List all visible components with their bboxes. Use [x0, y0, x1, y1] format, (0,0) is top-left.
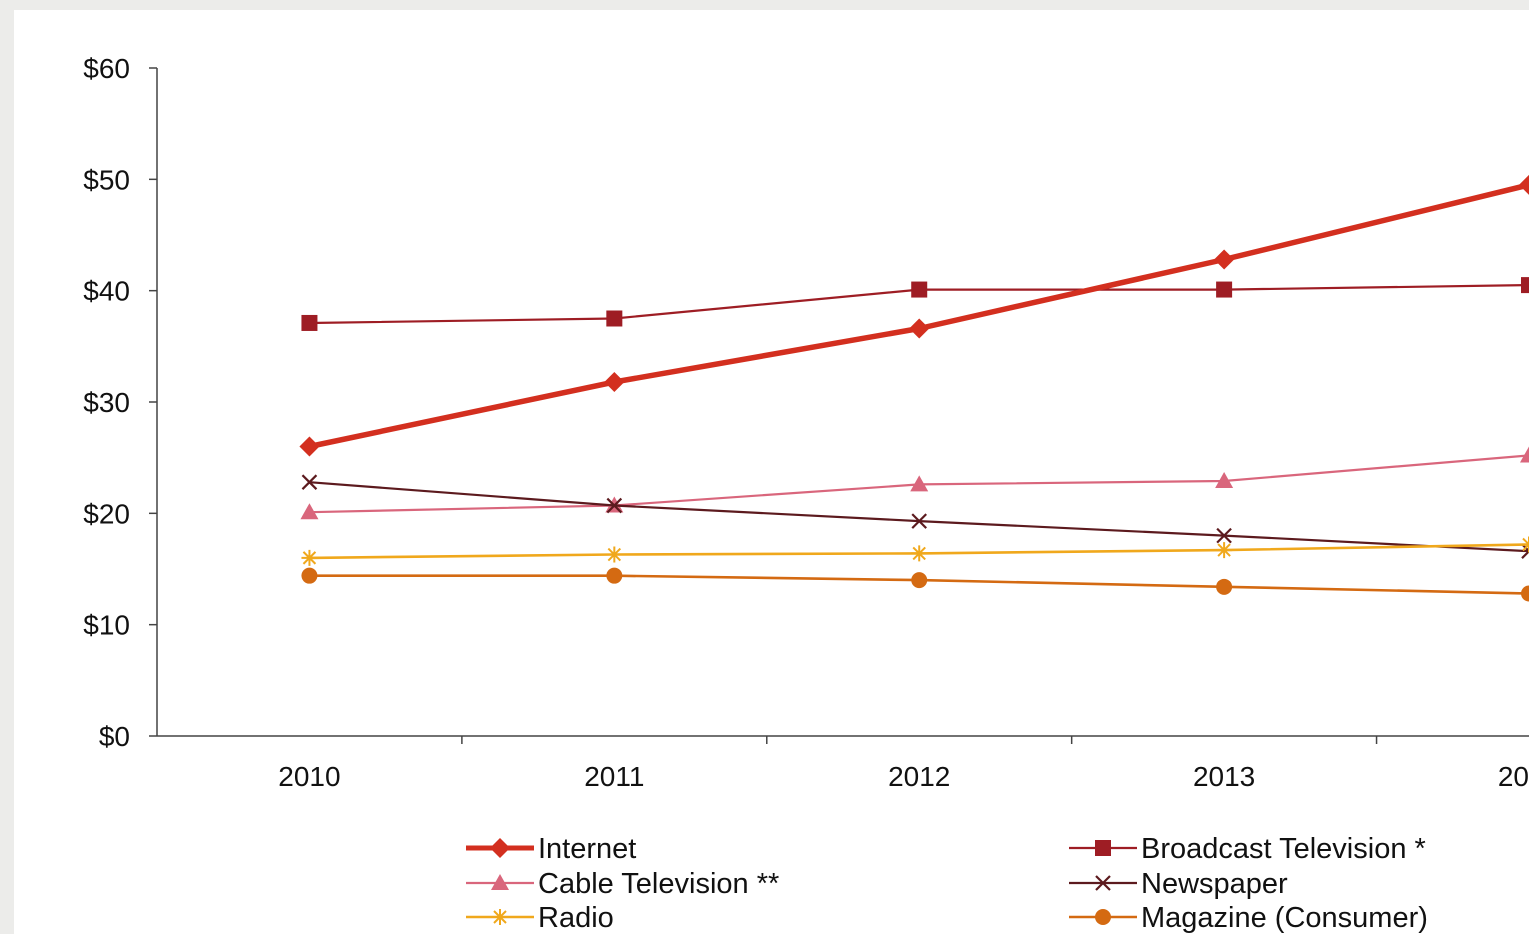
x-tick-label: 2011 [584, 761, 644, 792]
data-point [1216, 527, 1232, 544]
legend-item: Broadcast Television * [1069, 833, 1426, 865]
data-point [301, 567, 318, 584]
x-tick-label: 2012 [888, 761, 950, 792]
chart-panel: $0 $10 $20 $30 $40 $50 $60 2010 2011 2012 2013 2014… [14, 10, 1529, 934]
legend-item: Newspaper [1069, 868, 1288, 900]
series-broadcast-television [301, 277, 1529, 331]
legend-label: Cable Television ** [538, 868, 779, 900]
y-tick-label: $30 [83, 387, 130, 418]
y-tick-label: $40 [83, 276, 130, 307]
data-point [911, 281, 928, 298]
data-point [1215, 472, 1234, 489]
legend-label: Radio [538, 902, 614, 934]
series-cable-television [300, 446, 1529, 520]
data-point [606, 497, 623, 514]
x-tick-label: 2010 [278, 761, 340, 792]
axes: $0 $10 $20 $30 $40 $50 $60 2010 2011 2012 2013 2014 [83, 53, 1529, 792]
series-newspaper [301, 474, 1529, 559]
legend: Internet Broadcast Television * Cable Tele… [466, 833, 1428, 934]
data-point [911, 513, 927, 529]
data-point [911, 545, 928, 562]
data-point [1520, 446, 1529, 463]
x-tick-label: 2013 [1193, 761, 1255, 792]
data-point [1521, 543, 1529, 559]
y-tick-label: $60 [83, 53, 130, 84]
data-point [1216, 578, 1233, 595]
line-chart: $0 $10 $20 $30 $40 $50 $60 2010 2011 2012 2013 2014… [83, 53, 1529, 934]
series-line [308, 481, 1529, 553]
data-point [300, 503, 319, 520]
data-point [301, 314, 318, 331]
data-point [301, 474, 318, 490]
legend-marker [1095, 840, 1111, 856]
data-point [1216, 542, 1233, 559]
y-tick-label: $50 [83, 164, 130, 195]
series-layer [299, 174, 1529, 602]
legend-label: Internet [538, 833, 636, 865]
data-point [1216, 281, 1233, 298]
legend-marker [492, 909, 508, 925]
y-tick-label: $10 [83, 610, 130, 641]
data-point [301, 549, 318, 566]
data-point [1214, 249, 1235, 270]
data-point [1521, 585, 1529, 602]
data-point [606, 546, 623, 563]
y-tick-label: $0 [99, 721, 130, 752]
data-point [910, 475, 929, 492]
legend-marker [1095, 909, 1111, 925]
series-internet [299, 174, 1529, 457]
legend-label: Newspaper [1141, 868, 1288, 900]
legend-label: Magazine (Consumer) [1141, 902, 1428, 934]
legend-label: Broadcast Television * [1141, 833, 1426, 865]
data-point [1519, 174, 1529, 195]
series-magazine-consumer [301, 567, 1529, 602]
data-point [1521, 277, 1529, 294]
data-point [606, 567, 623, 584]
legend-marker [1095, 875, 1111, 891]
legend-item: Radio [466, 902, 614, 934]
legend-marker [491, 874, 509, 890]
x-tick-label: 2014 [1498, 761, 1529, 792]
legend-marker [490, 838, 510, 858]
legend-item: Internet [466, 833, 636, 865]
data-point [604, 371, 625, 392]
legend-item: Magazine (Consumer) [1069, 902, 1428, 934]
y-tick-label: $20 [83, 498, 130, 529]
data-point [299, 436, 320, 457]
series-radio [301, 536, 1529, 566]
data-point [909, 318, 930, 339]
series-line [306, 182, 1529, 450]
legend-item: Cable Television ** [466, 868, 779, 900]
data-point [911, 572, 928, 589]
data-point [606, 310, 623, 327]
